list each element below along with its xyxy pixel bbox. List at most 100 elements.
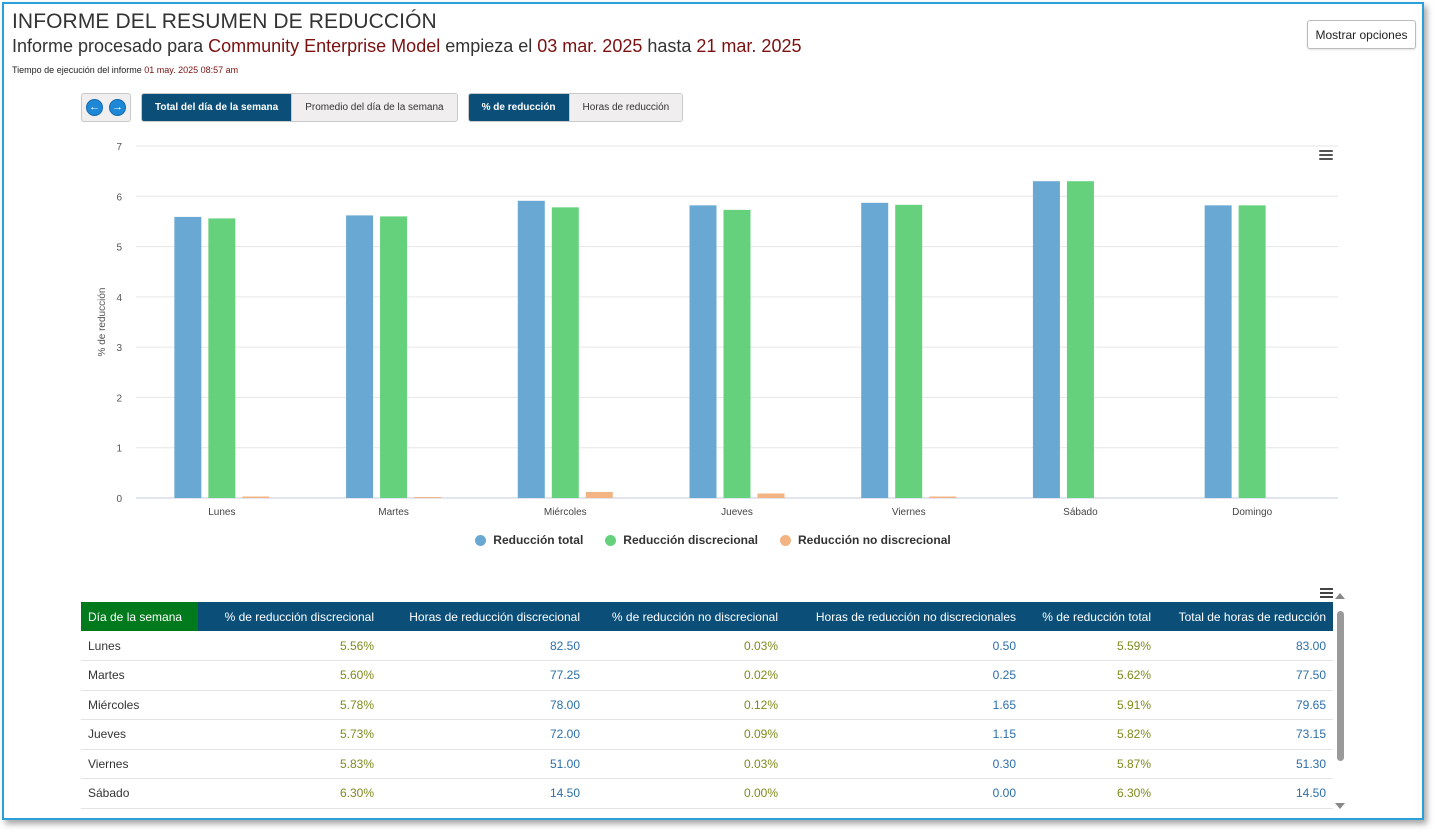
cell-nondiscretionary-hours: 0.30 (785, 749, 1023, 779)
report-subtitle: Informe procesado para Community Enterpr… (12, 36, 801, 57)
table-row[interactable]: Martes 5.60% 77.25 0.02% 0.25 5.62% 77.50 (81, 660, 1333, 691)
y-tick-label: 5 (116, 243, 122, 254)
col-nondiscretionary-pct[interactable]: % de reducción no discrecional (587, 602, 785, 631)
x-tick-label: Domingo (1232, 507, 1272, 518)
bar-reducción-discrecional (380, 216, 408, 498)
cell-weekday: Martes (81, 660, 198, 691)
metric-tab-group: % de reducción Horas de reducción (467, 93, 684, 122)
start-date: 03 mar. 2025 (537, 36, 643, 56)
cell-weekday: Miércoles (81, 690, 198, 720)
col-nondiscretionary-hours[interactable]: Horas de reducción no discrecionales (785, 602, 1023, 631)
col-discretionary-pct[interactable]: % de reducción discrecional (198, 602, 381, 631)
y-tick-label: 7 (116, 142, 122, 153)
cell-total-pct: 6.30% (1023, 778, 1158, 809)
cell-discretionary-pct: 5.73% (198, 719, 381, 750)
table-header-row: Día de la semana % de reducción discreci… (81, 602, 1333, 631)
cell-total-pct: 5.82% (1023, 719, 1158, 750)
table-row[interactable]: Jueves 5.73% 72.00 0.09% 1.15 5.82% 73.15 (81, 719, 1333, 750)
tab-total-weekday[interactable]: Total del día de la semana (142, 94, 293, 121)
tab-reduction-percent[interactable]: % de reducción (468, 94, 570, 121)
y-tick-label: 1 (116, 444, 122, 455)
legend-item[interactable]: Reducción total (475, 533, 583, 547)
bar-reducción-total (346, 215, 374, 498)
y-tick-label: 3 (116, 343, 122, 354)
chart-legend: Reducción total Reducción discrecional Red… (4, 533, 1422, 547)
table-row[interactable]: Sábado 6.30% 14.50 0.00% 0.00 6.30% 14.50 (81, 778, 1333, 809)
cell-discretionary-pct: 5.83% (198, 749, 381, 779)
x-tick-label: Lunes (208, 507, 235, 518)
cell-nondiscretionary-pct: 0.03% (587, 749, 785, 779)
bar-reducción-no-discrecional (414, 496, 442, 498)
summary-table: Día de la semana % de reducción discreci… (81, 602, 1333, 809)
chart-menu-icon[interactable] (1319, 150, 1333, 162)
scroll-up-icon[interactable] (1335, 593, 1345, 599)
cell-total-hours: 77.50 (1158, 660, 1333, 691)
show-options-button[interactable]: Mostrar opciones (1307, 20, 1416, 49)
bar-reducción-discrecional (208, 218, 236, 498)
bar-reducción-no-discrecional (585, 491, 613, 498)
report-window: INFORME DEL RESUMEN DE REDUCCIÓN Informe… (2, 2, 1424, 820)
x-tick-label: Martes (378, 507, 409, 518)
x-tick-label: Jueves (721, 507, 753, 518)
subtitle-mid: empieza el (440, 36, 538, 56)
scroll-down-icon[interactable] (1335, 803, 1345, 809)
table-body: Lunes 5.56% 82.50 0.03% 0.50 5.59% 83.00 Martes… (81, 631, 1333, 809)
cell-nondiscretionary-pct: 0.09% (587, 719, 785, 750)
cell-discretionary-hours: 51.00 (381, 749, 587, 779)
tab-reduction-hours[interactable]: Horas de reducción (569, 94, 683, 121)
cell-nondiscretionary-pct: 0.12% (587, 690, 785, 720)
table-row[interactable]: Miércoles 5.78% 78.00 0.12% 1.65 5.91% 79.65 (81, 690, 1333, 720)
end-date: 21 mar. 2025 (696, 36, 802, 56)
cell-nondiscretionary-hours: 1.65 (785, 690, 1023, 720)
y-tick-label: 6 (116, 192, 122, 203)
col-discretionary-hours[interactable]: Horas de reducción discrecional (381, 602, 587, 631)
bar-reducción-total (861, 202, 889, 498)
cell-discretionary-hours: 82.50 (381, 631, 587, 661)
cell-discretionary-hours: 78.00 (381, 690, 587, 720)
col-total-pct[interactable]: % de reducción total (1023, 602, 1158, 631)
cell-discretionary-hours: 72.00 (381, 719, 587, 750)
arrow-right-circle-icon[interactable]: → (109, 99, 126, 116)
legend-item[interactable]: Reducción discrecional (605, 533, 758, 547)
table-row[interactable]: Viernes 5.83% 51.00 0.03% 0.30 5.87% 51.30 (81, 749, 1333, 779)
cell-total-hours: 83.00 (1158, 631, 1333, 661)
cell-discretionary-pct: 5.78% (198, 690, 381, 720)
legend-label: Reducción total (493, 533, 584, 547)
view-tab-group: Total del día de la semana Promedio del … (141, 93, 458, 122)
x-tick-label: Sábado (1063, 507, 1098, 518)
cell-nondiscretionary-hours: 0.50 (785, 631, 1023, 661)
exec-time-value: 01 may. 2025 08:57 am (144, 65, 239, 75)
exec-label: Tiempo de ejecución del informe (12, 65, 145, 75)
cell-total-hours: 51.30 (1158, 749, 1333, 779)
tab-average-weekday[interactable]: Promedio del día de la semana (292, 94, 457, 121)
cell-total-hours: 14.50 (1158, 778, 1333, 809)
y-axis-label: % de reducción (97, 288, 108, 357)
bar-reducción-discrecional (551, 207, 579, 498)
legend-item[interactable]: Reducción no discrecional (780, 533, 951, 547)
bar-reducción-no-discrecional (929, 496, 957, 498)
legend-dot-icon (780, 534, 792, 546)
col-weekday[interactable]: Día de la semana (81, 602, 198, 631)
bar-reducción-total (1204, 205, 1232, 498)
cell-weekday: Lunes (81, 631, 198, 661)
page-title: INFORME DEL RESUMEN DE REDUCCIÓN (12, 10, 437, 33)
table-scrollbar[interactable] (1335, 591, 1346, 811)
table-row[interactable]: Lunes 5.56% 82.50 0.03% 0.50 5.59% 83.00 (81, 631, 1333, 661)
cell-total-pct: 5.91% (1023, 690, 1158, 720)
cell-total-hours: 79.65 (1158, 690, 1333, 720)
y-tick-label: 4 (116, 293, 122, 304)
cell-discretionary-pct: 6.30% (198, 778, 381, 809)
cell-weekday: Viernes (81, 749, 198, 779)
cell-total-pct: 5.62% (1023, 660, 1158, 691)
scroll-thumb[interactable] (1337, 611, 1344, 761)
cell-weekday: Sábado (81, 778, 198, 809)
x-tick-label: Viernes (892, 507, 926, 518)
bar-reducción-discrecional (895, 204, 923, 498)
col-total-hours[interactable]: Total de horas de reducción (1158, 602, 1333, 631)
y-tick-label: 0 (116, 494, 122, 505)
execution-time: Tiempo de ejecución del informe 01 may. … (12, 65, 238, 75)
summary-table-container: Día de la semana % de reducción discreci… (81, 602, 1333, 812)
table-menu-icon[interactable] (1320, 588, 1333, 600)
cell-discretionary-pct: 5.60% (198, 660, 381, 691)
arrow-left-circle-icon[interactable]: ← (86, 99, 103, 116)
